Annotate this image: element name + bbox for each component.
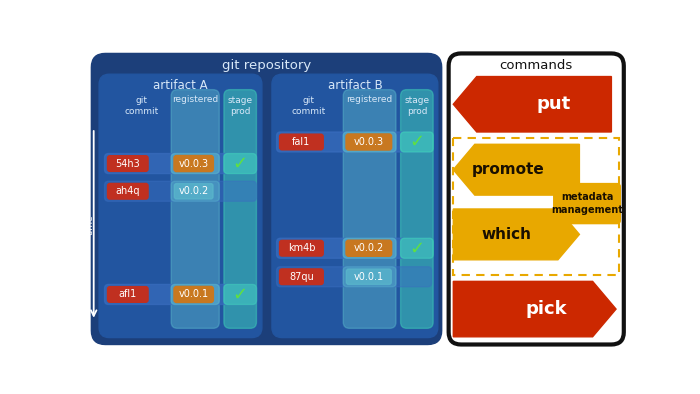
Text: git
commit: git commit [291,96,326,116]
Polygon shape [454,76,611,132]
FancyBboxPatch shape [280,269,323,284]
Text: stage
prod: stage prod [228,96,253,116]
FancyBboxPatch shape [172,181,219,201]
FancyBboxPatch shape [172,154,219,174]
FancyBboxPatch shape [400,132,433,152]
FancyBboxPatch shape [346,241,391,256]
FancyBboxPatch shape [104,154,256,174]
Text: promote: promote [472,162,545,177]
Text: ah4q: ah4q [116,186,140,196]
FancyBboxPatch shape [108,184,148,199]
Text: put: put [537,95,571,113]
FancyBboxPatch shape [108,156,148,171]
Text: v0.0.3: v0.0.3 [178,158,209,169]
Text: ✓: ✓ [232,285,248,303]
FancyBboxPatch shape [174,184,213,199]
Text: registered: registered [172,95,218,104]
FancyBboxPatch shape [104,284,256,305]
Polygon shape [454,281,616,337]
Text: commands: commands [500,59,573,72]
FancyBboxPatch shape [276,267,432,287]
FancyBboxPatch shape [272,74,438,338]
FancyBboxPatch shape [104,181,256,201]
Polygon shape [454,144,580,195]
FancyBboxPatch shape [343,267,396,287]
FancyBboxPatch shape [449,54,624,344]
FancyBboxPatch shape [99,74,262,338]
Text: metadata
management: metadata management [551,192,623,215]
Bar [454,138,619,275]
Text: afl1: afl1 [119,290,137,299]
FancyBboxPatch shape [280,241,323,256]
Text: 54h3: 54h3 [116,158,140,169]
FancyBboxPatch shape [343,132,396,152]
Text: ✓: ✓ [410,133,424,151]
FancyBboxPatch shape [343,89,396,328]
FancyBboxPatch shape [276,238,432,258]
Text: fal1: fal1 [293,137,311,147]
FancyBboxPatch shape [280,134,323,150]
Text: ✓: ✓ [232,154,248,173]
Text: time: time [86,214,95,235]
FancyBboxPatch shape [276,132,432,152]
FancyBboxPatch shape [346,269,391,284]
FancyBboxPatch shape [343,238,396,258]
Text: pick: pick [526,300,568,318]
FancyBboxPatch shape [108,287,148,302]
Text: artifact A: artifact A [153,78,208,91]
FancyBboxPatch shape [346,134,391,150]
Text: registered: registered [346,95,393,104]
Text: v0.0.3: v0.0.3 [354,137,384,147]
FancyBboxPatch shape [174,287,213,302]
Text: km4b: km4b [288,243,315,253]
FancyBboxPatch shape [224,89,256,328]
Text: git repository: git repository [222,59,311,72]
FancyBboxPatch shape [400,89,433,328]
Text: v0.0.1: v0.0.1 [178,290,209,299]
FancyBboxPatch shape [172,89,219,328]
Text: v0.0.2: v0.0.2 [178,186,209,196]
Polygon shape [454,209,580,260]
FancyBboxPatch shape [224,284,256,305]
Text: ✓: ✓ [410,239,424,257]
Text: stage
prod: stage prod [405,96,429,116]
Text: git
commit: git commit [125,96,159,116]
FancyBboxPatch shape [224,154,256,174]
Text: v0.0.2: v0.0.2 [354,243,384,253]
FancyBboxPatch shape [172,284,219,305]
Text: artifact B: artifact B [328,78,382,91]
FancyBboxPatch shape [174,156,213,171]
FancyBboxPatch shape [92,54,442,344]
Text: 87qu: 87qu [289,272,314,282]
Text: which: which [482,227,531,242]
FancyBboxPatch shape [400,238,433,258]
FancyBboxPatch shape [554,184,620,224]
Text: v0.0.1: v0.0.1 [354,272,384,282]
